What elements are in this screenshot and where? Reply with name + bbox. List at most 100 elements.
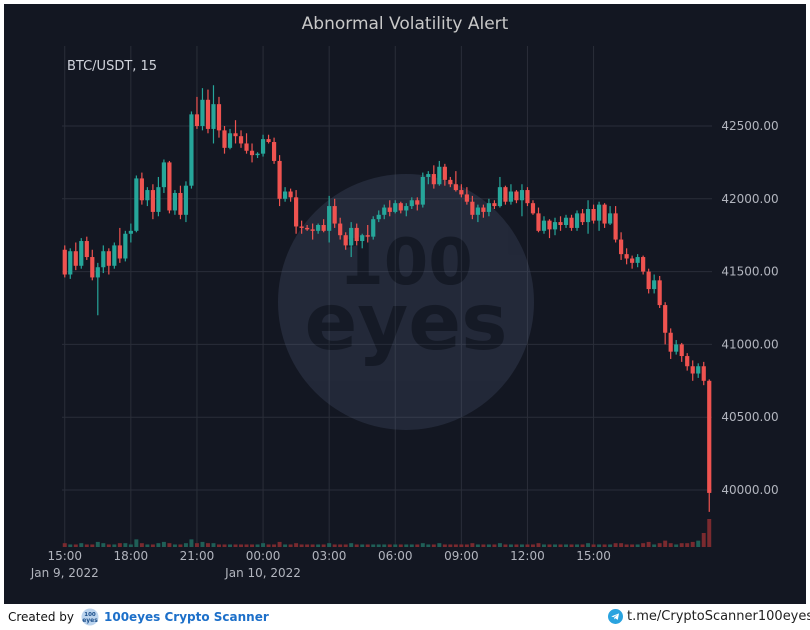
y-tick-label: 40500.00 — [721, 410, 778, 424]
volume-bar — [205, 543, 210, 547]
telegram-icon[interactable] — [608, 609, 623, 624]
volume-bar — [305, 544, 310, 547]
volume-bar — [448, 544, 453, 547]
volume-bar — [641, 543, 646, 547]
candle-body — [552, 222, 558, 230]
volume-bar — [95, 541, 100, 547]
volume-bar — [415, 544, 420, 547]
candle-body — [420, 176, 425, 205]
volume-bar — [272, 544, 277, 547]
volume-bar — [161, 541, 166, 547]
candle-body — [701, 366, 706, 381]
volume-bar — [613, 543, 618, 547]
grid-layer — [62, 46, 712, 547]
volume-bar — [398, 544, 403, 547]
volume-bar — [575, 544, 580, 547]
candle-body — [663, 305, 668, 333]
candle-body — [327, 206, 332, 231]
candle-body — [205, 99, 211, 129]
x-tick-label: 15:00 — [576, 549, 611, 563]
volume-bar — [514, 544, 519, 547]
volume-bar — [239, 544, 244, 547]
volume-bar — [79, 543, 84, 547]
volume-bar — [68, 544, 73, 547]
volume-bar — [426, 544, 431, 547]
volume-bar — [674, 544, 679, 547]
volume-bar — [283, 544, 288, 547]
chart-frame: 100 eyes 40000.00 40500.00 41000.00 41500.0… — [4, 4, 806, 604]
brand-link[interactable]: 100eyes Crypto Scanner — [104, 610, 269, 624]
candle-body — [596, 204, 602, 221]
candle-body — [486, 203, 491, 212]
volume-bar — [134, 539, 139, 547]
candle-body — [508, 191, 514, 202]
candle-body — [602, 204, 607, 224]
volume-bar — [145, 544, 150, 547]
candle-body — [415, 200, 420, 205]
candle-body — [514, 191, 519, 201]
candle-body — [613, 213, 618, 240]
volume-bar — [553, 544, 557, 547]
telegram-link[interactable]: t.me/CryptoScanner100eyes — [627, 609, 810, 624]
candle-body — [580, 213, 585, 223]
volume-bar — [586, 543, 591, 547]
volume-bar — [409, 544, 414, 547]
candle-body — [200, 99, 205, 126]
candle-body — [238, 136, 244, 144]
volume-bar — [299, 544, 304, 547]
candle-body — [464, 194, 469, 202]
candle-body — [260, 139, 266, 154]
volume-bar — [420, 543, 425, 547]
candle-body — [646, 271, 651, 290]
axis-layer: 40000.00 40500.00 41000.00 41500.00 42000.00… — [30, 119, 779, 580]
volume-bar — [442, 544, 447, 547]
candle-body — [574, 213, 580, 228]
candle-body — [536, 213, 541, 231]
volume-bar — [150, 544, 155, 547]
x-date-label: Jan 9, 2022 — [30, 566, 99, 580]
x-tick-label: 21:00 — [180, 549, 215, 563]
volume-bar — [332, 544, 337, 547]
candle-body — [84, 241, 89, 258]
candle-body — [178, 192, 183, 215]
volume-bar — [481, 544, 486, 547]
candle-body — [696, 366, 701, 374]
candle-body — [365, 235, 370, 237]
candle-body — [299, 226, 304, 228]
brand-logo-icon[interactable]: 100 eyes — [80, 608, 100, 626]
candle-body — [624, 254, 629, 259]
candle-body — [349, 227, 354, 246]
candle-body — [62, 249, 67, 275]
candle-body — [674, 344, 679, 352]
x-date-label: Jan 10, 2022 — [224, 566, 301, 580]
candle-body — [707, 380, 712, 493]
y-tick-label: 42500.00 — [721, 119, 778, 133]
candle-body — [172, 192, 178, 211]
candle-body — [376, 214, 381, 220]
candle-body — [431, 174, 436, 185]
candle-body — [619, 239, 624, 255]
candle-body — [321, 225, 326, 231]
watermark-circle — [278, 174, 534, 430]
volume-bar — [327, 543, 332, 547]
y-tick-label: 41000.00 — [721, 337, 778, 351]
volume-bar — [73, 544, 78, 547]
candle-layer — [62, 85, 712, 512]
volume-bar — [343, 544, 348, 547]
candle-body — [652, 280, 657, 290]
x-tick-label: 09:00 — [444, 549, 479, 563]
x-tick-label: 00:00 — [246, 549, 281, 563]
volume-bar — [558, 544, 563, 547]
volume-bar — [646, 541, 651, 547]
volume-bar — [508, 544, 513, 547]
candle-body — [271, 142, 277, 161]
candle-body — [360, 235, 365, 242]
volume-bar — [310, 544, 315, 547]
candle-body — [338, 223, 343, 236]
candle-body — [585, 208, 591, 223]
candle-body — [150, 190, 155, 212]
volume-bar — [685, 543, 690, 547]
candle-body — [249, 150, 255, 156]
volume-bar — [701, 533, 706, 547]
candle-body — [530, 203, 536, 214]
